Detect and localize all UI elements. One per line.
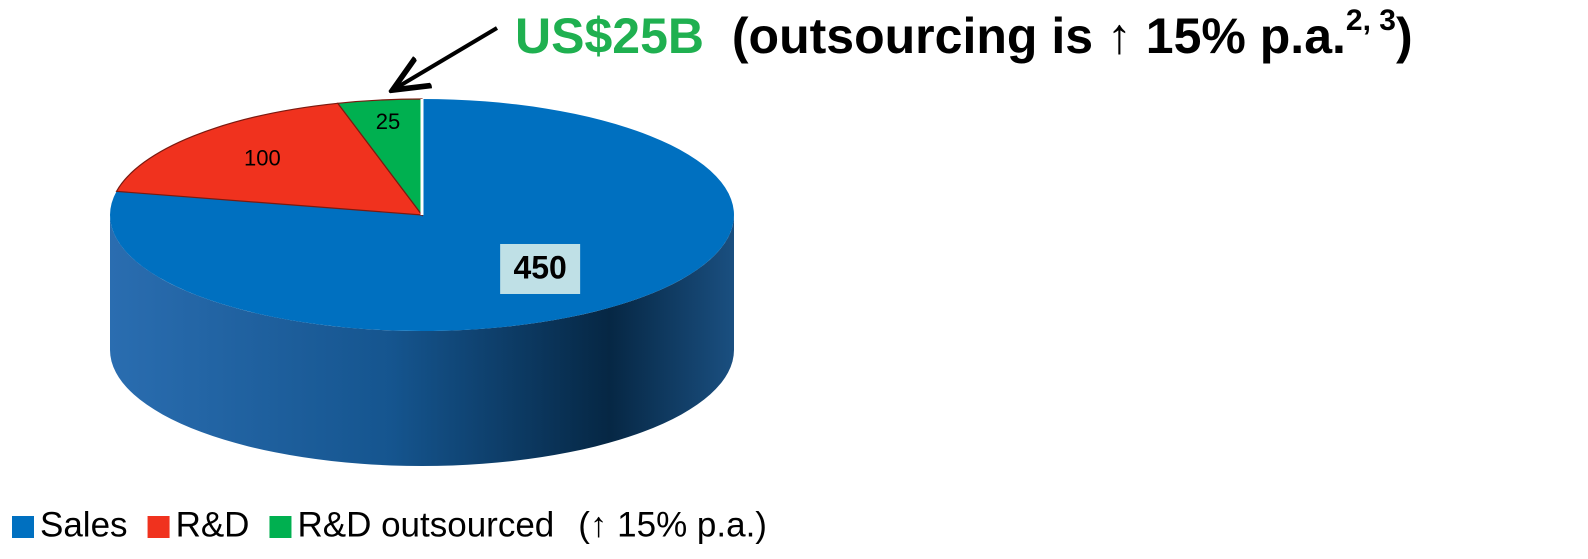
legend: Sales R&D R&D outsourced (↑ 15% p.a.) xyxy=(12,505,767,544)
data-label-box xyxy=(500,243,581,294)
slice-side xyxy=(110,215,734,466)
annotation-highlight: US$25B xyxy=(515,8,704,64)
legend-swatch xyxy=(269,516,292,538)
legend-swatch xyxy=(147,516,170,538)
annotation-text: (outsourcing is ↑ 15% p.a. xyxy=(732,8,1346,64)
legend-label: R&D xyxy=(176,505,250,544)
data-label: 25 xyxy=(376,109,400,134)
pie: 450 100 25 xyxy=(110,98,734,466)
data-label: 450 xyxy=(513,249,566,285)
legend-note: (↑ 15% p.a.) xyxy=(578,505,767,544)
legend-swatch xyxy=(12,516,34,538)
annotation-superscript: 2, 3 xyxy=(1346,4,1396,37)
legend-label: R&D outsourced xyxy=(297,505,554,544)
annotation-arrow xyxy=(396,26,499,88)
data-label: 100 xyxy=(244,145,281,170)
annotation: US$25B (outsourcing is ↑ 15% p.a.2, 3) xyxy=(515,4,1413,64)
slice xyxy=(115,102,424,216)
legend-label: Sales xyxy=(40,505,128,544)
annotation-close: ) xyxy=(1396,8,1413,64)
